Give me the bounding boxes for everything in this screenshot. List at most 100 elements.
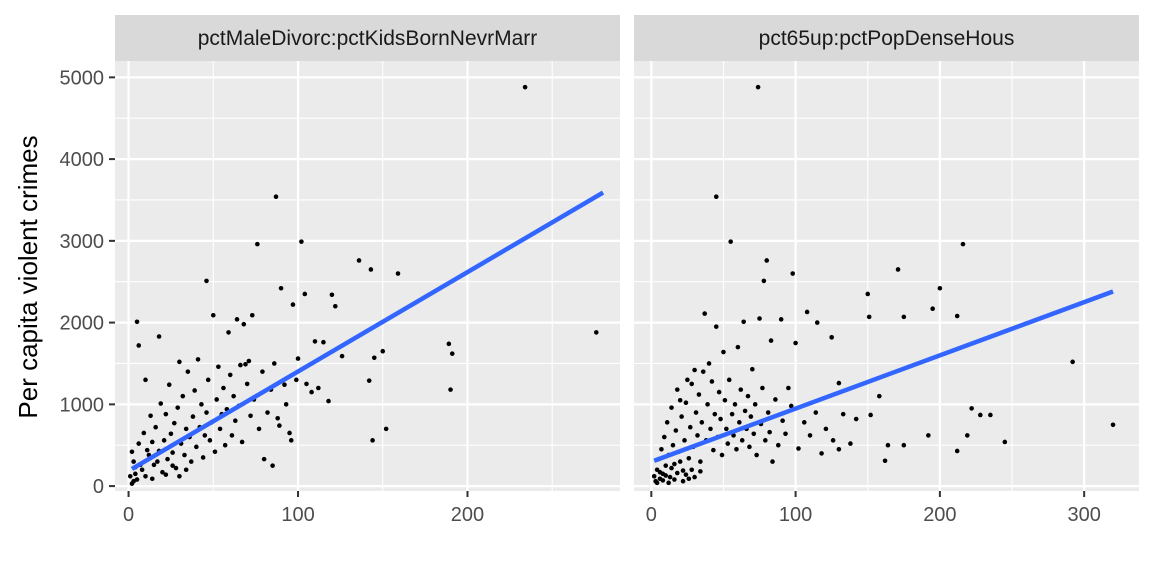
data-point (238, 362, 243, 368)
data-point (664, 420, 670, 425)
data-point (683, 400, 689, 406)
data-point (673, 428, 679, 433)
data-point (273, 194, 279, 200)
y-tick-label: 3000 (60, 231, 105, 253)
data-point (312, 339, 318, 344)
data-point (278, 285, 284, 291)
data-point (848, 441, 853, 446)
data-point (988, 412, 993, 418)
data-point (667, 474, 673, 480)
data-point (868, 412, 873, 418)
data-point (698, 459, 703, 464)
data-point (241, 321, 247, 327)
data-point (200, 455, 206, 460)
data-point (882, 458, 888, 464)
data-point (807, 433, 813, 438)
data-point (156, 334, 162, 339)
data-point (155, 459, 160, 464)
data-point (754, 452, 759, 458)
data-point (726, 377, 732, 383)
data-point (654, 480, 660, 486)
data-point (682, 438, 687, 443)
data-point (786, 385, 791, 391)
data-point (659, 447, 664, 452)
data-point (1070, 359, 1075, 365)
data-point (260, 369, 265, 374)
data-point (199, 402, 204, 407)
data-point (195, 357, 201, 362)
data-point (702, 311, 707, 316)
data-point (239, 439, 245, 445)
data-point (446, 341, 452, 347)
data-point (770, 459, 775, 464)
x-tick-label: 100 (779, 504, 812, 526)
x-tick-label: 200 (451, 504, 484, 526)
x-tick-label: 300 (1067, 504, 1100, 526)
data-point (713, 324, 719, 329)
data-point (227, 372, 233, 378)
data-point (316, 385, 321, 391)
data-point (711, 447, 716, 453)
data-point (735, 344, 741, 350)
data-point (840, 411, 846, 417)
data-point (751, 431, 757, 437)
data-point (901, 314, 907, 320)
data-point (182, 452, 187, 458)
data-point (190, 414, 196, 419)
data-point (395, 271, 401, 276)
data-point (449, 351, 455, 356)
data-point (448, 387, 453, 392)
data-point (722, 397, 728, 403)
y-tick-label: 5000 (60, 67, 105, 89)
data-point (712, 411, 718, 417)
data-point (136, 343, 142, 348)
data-point (651, 473, 657, 479)
data-point (801, 420, 807, 425)
data-point (692, 474, 697, 480)
data-point (796, 446, 801, 451)
y-axis-title: Per capita violent crimes (13, 135, 43, 418)
data-point (977, 412, 983, 418)
data-point (133, 471, 138, 477)
data-point (136, 441, 142, 446)
data-point (725, 441, 731, 446)
data-point (329, 292, 335, 298)
data-point (761, 278, 767, 284)
data-point (672, 461, 677, 467)
y-tick-label: 2000 (60, 313, 105, 335)
panel-background (115, 61, 620, 491)
data-point (680, 468, 686, 473)
data-point (177, 359, 182, 365)
data-point (217, 426, 223, 432)
data-point (716, 389, 722, 395)
data-point (775, 442, 781, 448)
data-point (686, 476, 692, 482)
data-point (721, 349, 726, 355)
regression-line (130, 190, 605, 471)
data-point (129, 449, 135, 455)
data-point (732, 402, 738, 407)
y-tick-label: 0 (93, 476, 104, 498)
data-point (745, 393, 751, 399)
data-point (243, 361, 248, 367)
data-point (216, 364, 221, 370)
data-point (739, 438, 745, 443)
data-point (876, 393, 882, 399)
data-point (705, 402, 710, 407)
panel-background (634, 61, 1139, 491)
data-point (1110, 422, 1116, 428)
data-point (214, 397, 219, 402)
data-point (662, 434, 667, 440)
data-point (755, 84, 761, 90)
x-tick-label: 0 (646, 504, 657, 526)
data-point (708, 426, 713, 432)
data-point (687, 424, 693, 430)
data-point (202, 433, 208, 438)
data-point (290, 302, 296, 307)
data-point (295, 356, 301, 361)
data-point (271, 361, 277, 366)
data-point (783, 431, 788, 437)
data-point (677, 397, 683, 403)
data-point (696, 392, 702, 397)
data-point (282, 382, 287, 388)
